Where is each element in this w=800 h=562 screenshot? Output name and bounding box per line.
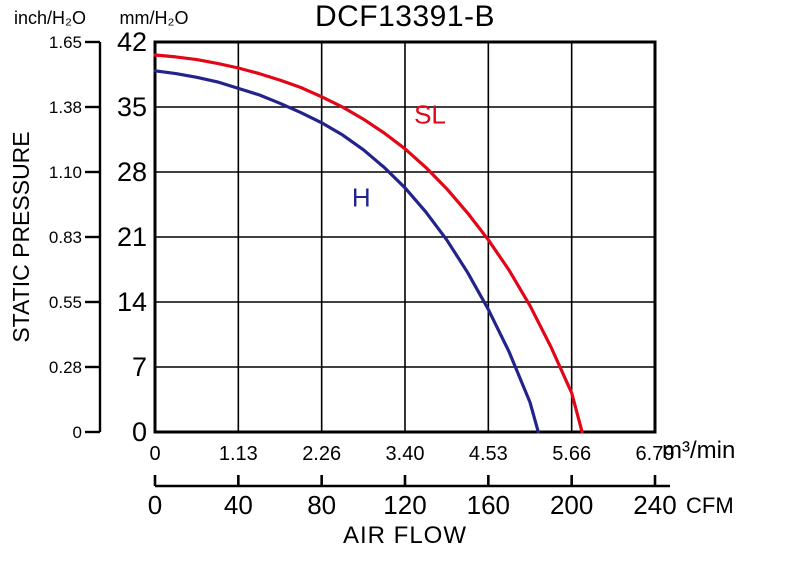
x-primary-tick-label: 2.26: [302, 443, 341, 465]
y-secondary-tick-label: 1.65: [49, 33, 82, 52]
y-primary-tick-label: 28: [117, 157, 147, 187]
y-primary-unit-label: mm/H₂O: [119, 8, 189, 28]
x-axis-label: AIR FLOW: [342, 522, 467, 549]
x-secondary-tick-label: 160: [467, 490, 510, 520]
series-label-sl: SL: [414, 100, 446, 130]
x-primary-tick-label: 0: [149, 443, 160, 465]
y-secondary-tick-label: 1.10: [49, 163, 82, 182]
x-primary-unit-label: m³/min: [662, 437, 736, 464]
y-primary-tick-label: 42: [117, 27, 147, 57]
y-secondary-unit-label: inch/H₂O: [13, 8, 86, 28]
series-label-h: H: [352, 182, 371, 212]
x-secondary-tick-label: 40: [224, 490, 253, 520]
y-secondary-tick-label: 0.55: [49, 293, 82, 312]
y-axis-label: STATIC PRESSURE: [8, 131, 34, 343]
y-secondary-tick-label: 0.83: [49, 228, 82, 247]
series-curve-sl: [153, 53, 584, 434]
y-primary-tick-label: 21: [117, 222, 147, 252]
y-primary-tick-label: 14: [117, 287, 147, 317]
y-secondary-tick-label: 0.28: [49, 358, 82, 377]
y-primary-tick-label: 7: [132, 352, 147, 382]
x-secondary-unit-label: CFM: [686, 493, 734, 518]
x-secondary-tick-label: 120: [383, 490, 426, 520]
plot-border: [153, 40, 657, 434]
x-secondary-tick-label: 200: [550, 490, 593, 520]
x-primary-tick-label: 3.40: [386, 443, 425, 465]
x-primary-tick-label: 1.13: [219, 443, 258, 465]
series-curve-h: [153, 69, 540, 434]
x-secondary-tick-label: 240: [633, 490, 676, 520]
x-primary-tick-label: 6.79: [636, 443, 675, 465]
y-secondary-tick-label: 1.38: [49, 98, 82, 117]
y-primary-tick-label: 35: [117, 92, 147, 122]
x-primary-tick-label: 4.53: [469, 443, 508, 465]
y-secondary-tick-label: 0: [73, 423, 82, 442]
y-primary-tick-label: 0: [132, 417, 147, 447]
x-secondary-tick-label: 0: [148, 490, 162, 520]
x-secondary-tick-label: 80: [307, 490, 336, 520]
chart-title: DCF13391-B: [314, 0, 496, 33]
x-primary-tick-label: 5.66: [552, 443, 591, 465]
